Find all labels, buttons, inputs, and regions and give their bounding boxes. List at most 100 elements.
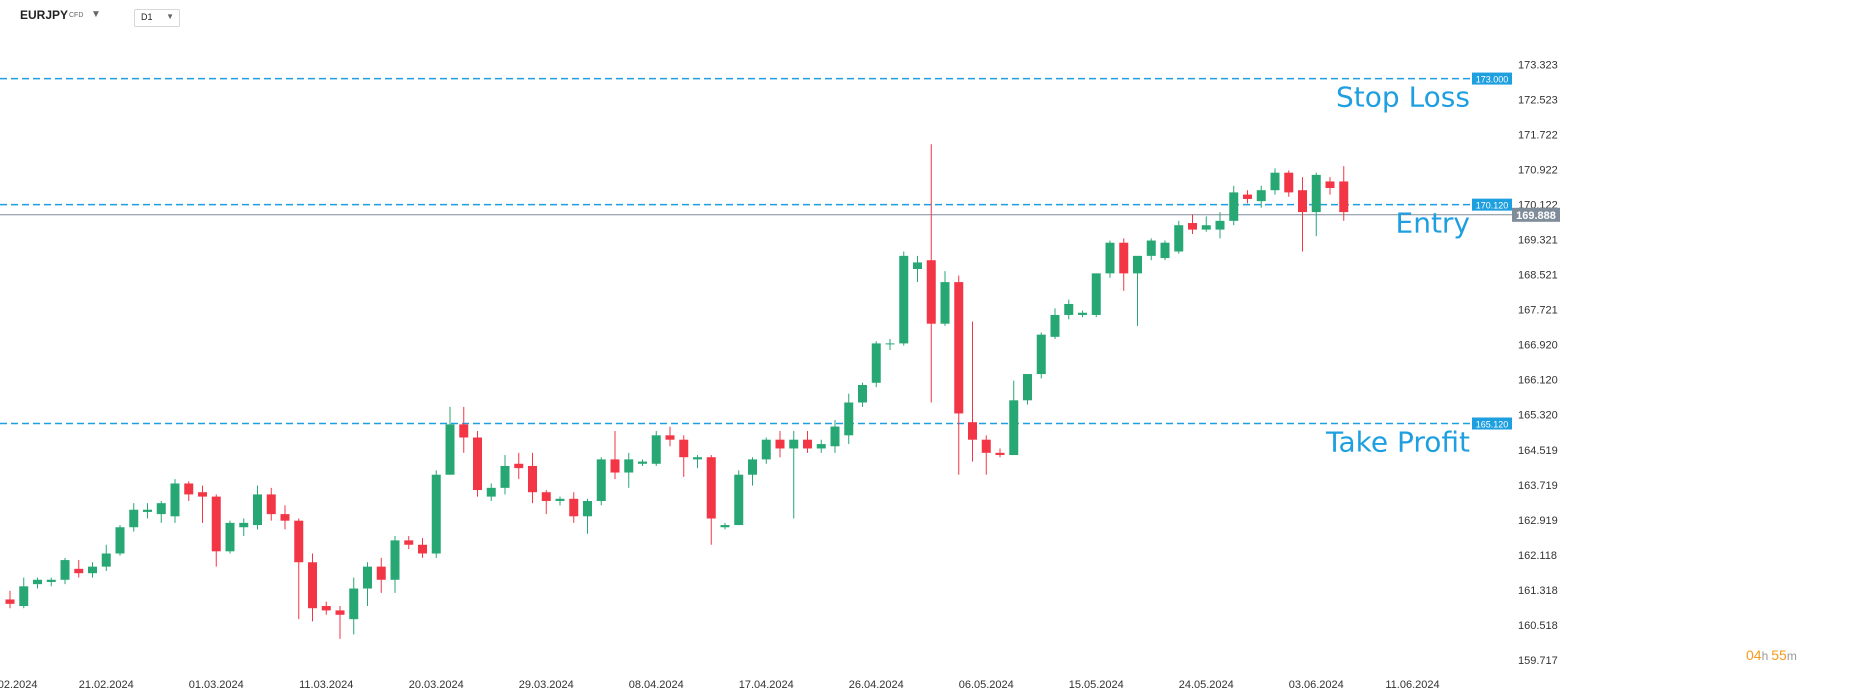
y-tick-label: 160.518 bbox=[1518, 620, 1558, 632]
level-tag-text: 173.000 bbox=[1476, 75, 1509, 85]
x-tick-label: 29.03.2024 bbox=[519, 679, 574, 691]
symbol-dropdown-icon[interactable]: ▼ bbox=[91, 9, 101, 20]
candle-body bbox=[60, 560, 70, 580]
candle-body bbox=[1146, 240, 1156, 256]
candle-body bbox=[143, 509, 152, 512]
level-tag bbox=[1472, 417, 1512, 430]
countdown-minutes: 55 bbox=[1771, 647, 1787, 663]
x-tick-label: 11.06.2024 bbox=[1385, 679, 1439, 691]
candle-body bbox=[734, 474, 744, 526]
level-tag-text: 165.120 bbox=[1476, 420, 1509, 430]
candle-body bbox=[1036, 334, 1046, 375]
y-tick-label: 171.722 bbox=[1518, 130, 1558, 142]
candle-body bbox=[1119, 242, 1129, 274]
candle-body bbox=[1256, 190, 1266, 202]
candle-body bbox=[431, 474, 441, 554]
current-price-tag bbox=[1512, 207, 1560, 222]
candle-body bbox=[803, 439, 812, 449]
candle-body bbox=[1050, 314, 1060, 337]
y-tick-label: 169.321 bbox=[1518, 235, 1558, 247]
level-label: Entry bbox=[1396, 207, 1471, 240]
y-tick-label: 164.519 bbox=[1518, 445, 1558, 457]
level-tag bbox=[1472, 72, 1512, 85]
y-tick-label: 161.318 bbox=[1518, 585, 1558, 597]
candle-body bbox=[473, 437, 482, 491]
candle-body bbox=[720, 525, 730, 528]
candle-body bbox=[775, 439, 785, 449]
candle-body bbox=[459, 424, 469, 438]
current-price-tag-text: 169.888 bbox=[1516, 210, 1556, 222]
countdown: 04h 55m bbox=[1746, 647, 1797, 663]
chevron-down-icon: ▼ bbox=[166, 12, 174, 21]
candle-body bbox=[74, 568, 84, 574]
candle-body bbox=[129, 509, 139, 528]
y-tick-label: 166.120 bbox=[1518, 375, 1558, 387]
candle-body bbox=[1091, 273, 1101, 315]
y-tick-label: 172.523 bbox=[1518, 94, 1558, 106]
candle-body bbox=[418, 544, 427, 554]
candle-body bbox=[706, 457, 716, 519]
x-tick-label: 11.03.2024 bbox=[299, 679, 353, 691]
candle-body bbox=[514, 463, 524, 469]
candle-body bbox=[33, 579, 42, 585]
candle-body bbox=[335, 610, 345, 615]
candle-body bbox=[789, 439, 799, 449]
candle-body bbox=[486, 487, 496, 497]
candle-body bbox=[748, 459, 757, 475]
candle-body bbox=[610, 459, 620, 473]
level-label: Stop Loss bbox=[1336, 81, 1470, 114]
candle-body bbox=[665, 435, 675, 440]
candle-body bbox=[1160, 242, 1170, 259]
candle-body bbox=[294, 520, 304, 563]
candle-body bbox=[1105, 242, 1115, 274]
x-tick-label: 20.03.2024 bbox=[409, 679, 464, 691]
candle-body bbox=[926, 260, 936, 324]
x-tick-label: 01.03.2024 bbox=[189, 679, 244, 691]
x-tick-label: 12.02.2024 bbox=[0, 679, 38, 691]
level-tag-text: 170.120 bbox=[1476, 201, 1509, 211]
y-tick-label: 166.920 bbox=[1518, 340, 1558, 352]
candle-body bbox=[266, 494, 276, 515]
candle-body bbox=[321, 606, 331, 611]
timeframe-select[interactable]: D1 ▼ bbox=[134, 9, 180, 27]
candle-body bbox=[830, 426, 840, 447]
candle-body bbox=[596, 459, 606, 501]
countdown-hours: 04 bbox=[1746, 647, 1762, 663]
y-tick-label: 162.919 bbox=[1518, 515, 1558, 527]
candle-body bbox=[651, 435, 661, 464]
candle-body bbox=[940, 282, 950, 324]
candle-body bbox=[211, 496, 221, 552]
candle-body bbox=[19, 586, 29, 607]
candle-body bbox=[1298, 190, 1307, 213]
candle-body bbox=[363, 566, 372, 589]
candle-body bbox=[844, 402, 854, 436]
y-tick-label: 163.719 bbox=[1518, 480, 1558, 492]
candle-body bbox=[308, 562, 317, 609]
candle-body bbox=[624, 459, 634, 473]
symbol-name[interactable]: EURJPY bbox=[20, 8, 69, 22]
candle-body bbox=[500, 465, 510, 488]
level-label: Take Profit bbox=[1325, 426, 1470, 459]
candle-body bbox=[1188, 223, 1197, 230]
candle-body bbox=[46, 579, 56, 582]
candle-body bbox=[239, 522, 249, 528]
candle-body bbox=[1243, 194, 1252, 199]
candle-body bbox=[995, 452, 1005, 456]
candle-body bbox=[225, 522, 235, 552]
candle-body bbox=[280, 514, 290, 521]
y-tick-label: 168.521 bbox=[1518, 270, 1558, 282]
x-tick-label: 21.02.2024 bbox=[79, 679, 134, 691]
x-tick-label: 24.05.2024 bbox=[1179, 679, 1234, 691]
candle-body bbox=[1201, 225, 1211, 230]
candle-body bbox=[349, 588, 359, 620]
candle-body bbox=[761, 439, 771, 460]
y-tick-label: 165.320 bbox=[1518, 410, 1558, 422]
level-tag bbox=[1472, 198, 1512, 211]
candle-body bbox=[115, 527, 125, 554]
candle-body bbox=[88, 566, 97, 574]
candle-body bbox=[693, 457, 702, 460]
candle-body bbox=[555, 498, 565, 501]
x-tick-label: 17.04.2024 bbox=[739, 679, 794, 691]
candle-body bbox=[1229, 192, 1239, 221]
